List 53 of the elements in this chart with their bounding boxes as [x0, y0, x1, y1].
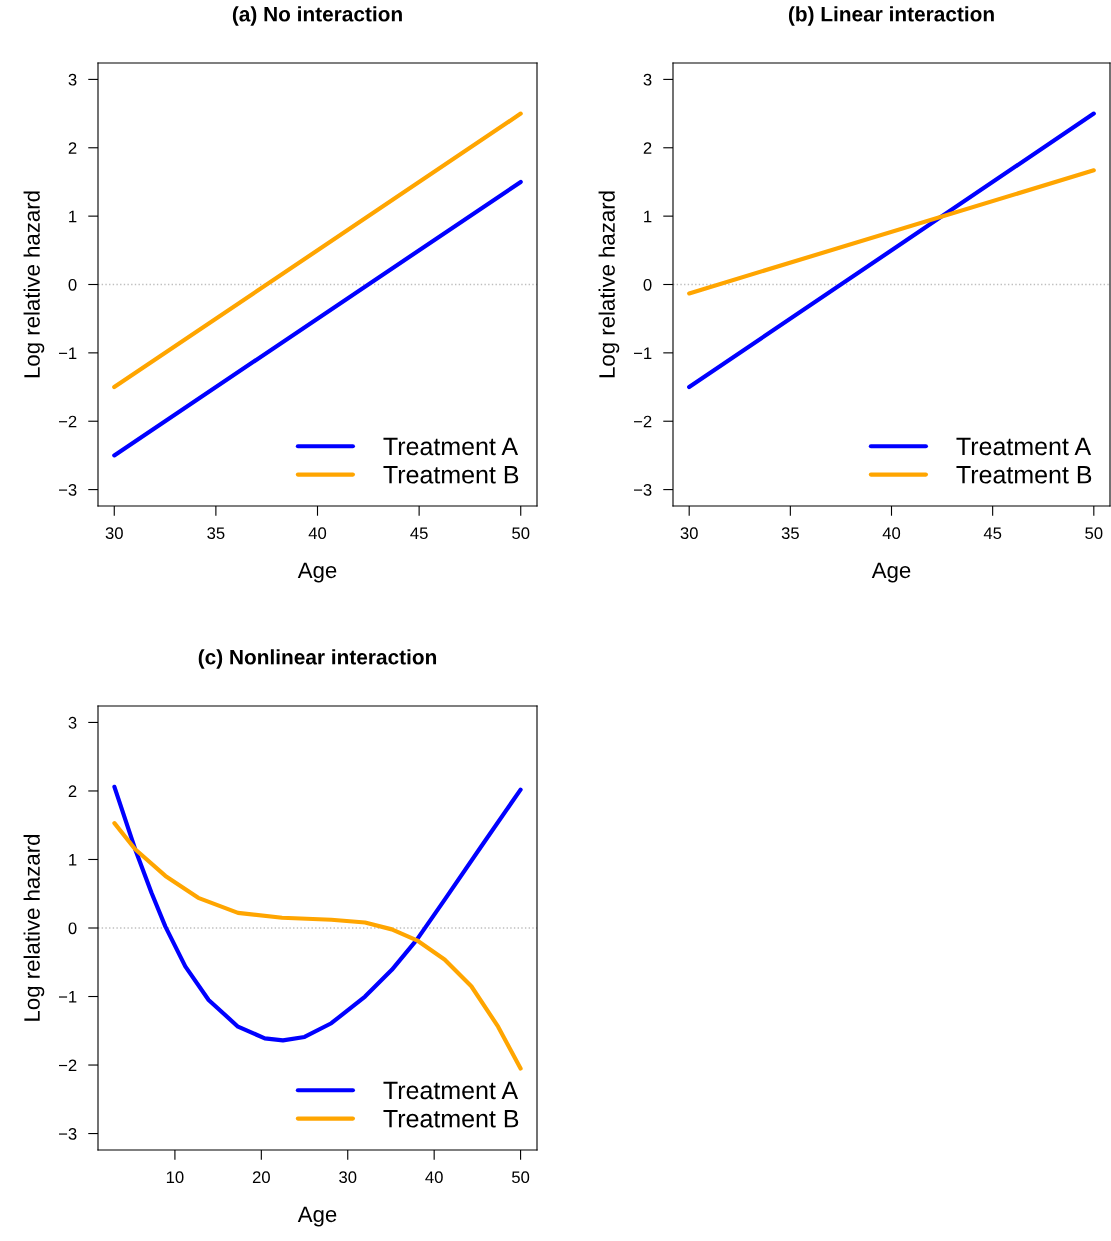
y-tick-label: −2 [58, 415, 77, 428]
y-tick-label: 3 [68, 716, 77, 729]
x-tick-label: 45 [983, 527, 1002, 540]
x-tick-label: 30 [339, 1171, 357, 1184]
legend-label: Treatment A [383, 437, 519, 456]
y-tick-label: −3 [633, 483, 652, 496]
chart-title: (b) Linear interaction [788, 6, 994, 26]
y-tick-label: 0 [68, 922, 77, 935]
y-tick-label: 1 [644, 210, 652, 223]
x-tick-label: 10 [166, 1171, 184, 1184]
chart-title: (c) Nonlinear interaction [198, 649, 437, 669]
y-tick-label: 1 [69, 210, 77, 223]
x-tick-label: 20 [252, 1171, 270, 1184]
line-series [112, 784, 523, 1043]
y-tick-label: −1 [633, 347, 652, 359]
y-tick-label: 2 [68, 142, 77, 154]
legend-label: Treatment A [383, 1081, 519, 1100]
x-tick-label: 50 [512, 527, 530, 540]
x-tick-label: 35 [781, 527, 799, 540]
y-tick-label: 1 [69, 854, 77, 866]
x-tick-label: 30 [105, 527, 123, 540]
legend-label: Treatment B [383, 466, 519, 484]
x-tick-label: 50 [1085, 527, 1103, 540]
y-axis-title: Log relative hazard [23, 191, 45, 378]
chart-title: (a) No interaction [232, 6, 402, 26]
y-tick-label: −2 [633, 415, 652, 428]
y-tick-label: −3 [58, 1127, 77, 1140]
x-tick-label: 30 [680, 527, 698, 540]
x-axis-title: Age [297, 562, 337, 583]
legend-label: Treatment B [383, 1110, 519, 1128]
y-tick-label: 0 [68, 278, 77, 291]
legend-label: Treatment A [956, 437, 1092, 456]
x-tick-label: 35 [207, 527, 225, 540]
x-tick-label: 40 [425, 1171, 443, 1184]
x-axis-title: Age [297, 1206, 337, 1227]
x-tick-label: 40 [882, 527, 901, 540]
line-series [112, 821, 523, 1071]
legend-label: Treatment B [956, 466, 1092, 484]
y-axis-title: Log relative hazard [598, 191, 620, 378]
y-tick-label: 3 [643, 73, 652, 86]
y-tick-label: −3 [58, 483, 77, 496]
y-axis-title: Log relative hazard [23, 834, 45, 1021]
y-tick-label: −2 [58, 1059, 77, 1072]
y-tick-label: 2 [68, 785, 77, 797]
x-axis-title: Age [871, 562, 911, 583]
x-tick-label: 40 [308, 527, 327, 540]
y-tick-label: −1 [58, 347, 77, 359]
y-tick-label: 3 [68, 73, 77, 86]
x-tick-label: 50 [511, 1171, 530, 1184]
y-tick-label: 2 [643, 142, 652, 154]
y-tick-label: 0 [643, 278, 652, 291]
y-tick-label: −1 [58, 991, 77, 1003]
x-tick-label: 45 [410, 527, 428, 540]
